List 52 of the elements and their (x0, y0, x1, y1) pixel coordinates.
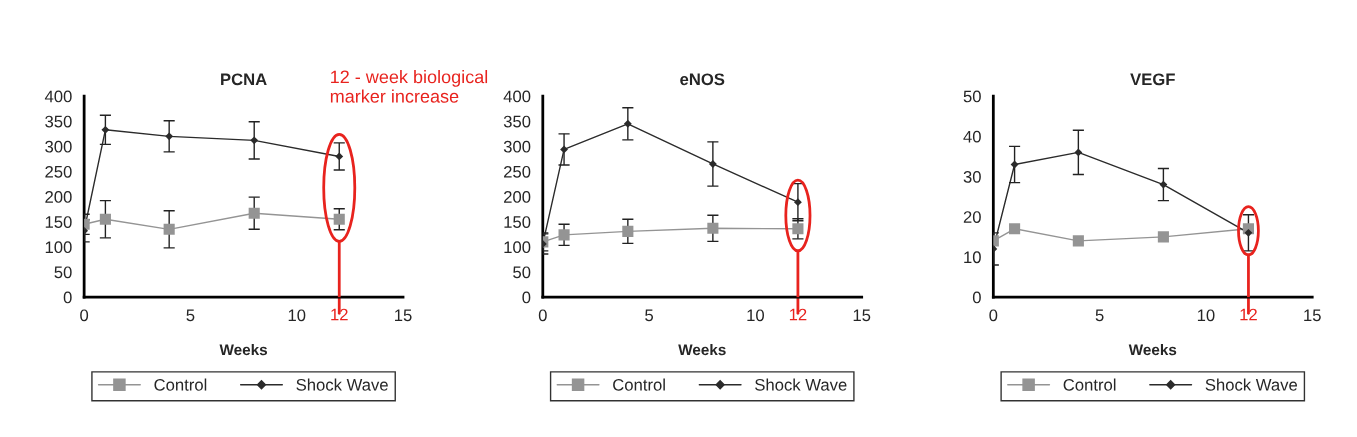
y-tick-label: 20 (963, 211, 981, 223)
x-tick-label: 5 (645, 309, 654, 322)
y-tick-label: 300 (503, 140, 531, 153)
x-tick-label: 0 (538, 309, 547, 322)
legend-label: Shock Wave (1205, 378, 1298, 391)
x-tick-label: 15 (395, 309, 412, 322)
y-tick-label: 200 (504, 191, 531, 203)
y-tick-label: 350 (45, 115, 72, 128)
x-tick-label: 15 (853, 309, 871, 322)
ref-line-label: 12 (1240, 308, 1257, 321)
x-tick-label: 10 (288, 309, 306, 322)
x-axis-title: Weeks (678, 343, 726, 356)
y-tick-label: 10 (964, 251, 981, 264)
x-tick-label: 10 (747, 309, 765, 322)
legend-label: Control (154, 378, 207, 391)
chart-title: eNOS (680, 73, 725, 86)
legend-label: Control (613, 378, 665, 391)
y-tick-label: 0 (63, 291, 72, 304)
x-tick-label: 10 (1197, 309, 1215, 322)
x-tick-label: 0 (989, 309, 998, 322)
annotation: 12 - week biological marker increase (330, 70, 488, 103)
x-axis-title: Weeks (219, 343, 268, 356)
x-tick-label: 5 (186, 309, 195, 322)
legend-label: Control (1063, 378, 1116, 391)
chart-title: VEGF (1130, 73, 1175, 86)
y-tick-label: 400 (44, 90, 72, 103)
y-tick-label: 50 (513, 266, 531, 279)
x-tick-label: 15 (1304, 309, 1321, 322)
y-tick-label: 400 (503, 90, 531, 103)
y-tick-label: 250 (504, 165, 531, 178)
legend-label: Shock Wave (755, 378, 847, 391)
x-tick-label: 0 (80, 309, 89, 322)
x-tick-label: 5 (1095, 309, 1104, 322)
y-tick-label: 50 (54, 266, 72, 279)
legend-label: Shock Wave (296, 378, 388, 391)
y-tick-label: 30 (963, 170, 981, 183)
y-tick-label: 100 (45, 241, 72, 254)
y-tick-label: 250 (45, 165, 72, 178)
y-tick-label: 100 (504, 241, 531, 254)
ref-line-label: 12 (789, 308, 807, 321)
y-tick-label: 0 (972, 291, 981, 304)
y-tick-label: 350 (503, 115, 531, 128)
y-tick-label: 50 (963, 90, 981, 103)
y-tick-label: 300 (45, 140, 72, 153)
y-tick-label: 0 (522, 291, 531, 304)
chart-title: PCNA (221, 73, 267, 86)
ref-line-label: 12 (331, 308, 348, 321)
x-axis-title: Weeks (1128, 343, 1177, 356)
y-tick-label: 150 (45, 216, 72, 228)
y-tick-label: 150 (504, 216, 531, 228)
y-tick-label: 200 (45, 191, 72, 203)
y-tick-label: 40 (963, 130, 981, 143)
